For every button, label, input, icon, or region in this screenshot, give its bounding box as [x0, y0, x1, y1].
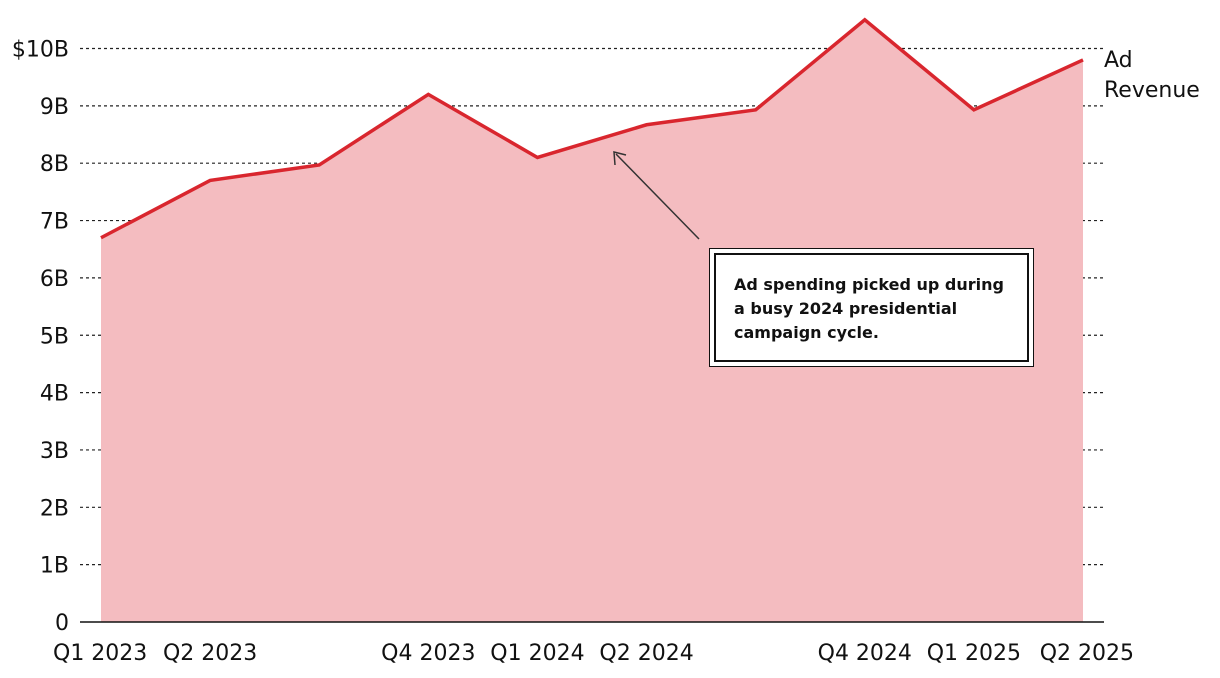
annotation-text-line-2: a busy 2024 presidential: [734, 299, 958, 318]
y-tick-label-8: 8B: [40, 152, 69, 177]
x-tick-label-4: Q1 2024: [490, 641, 584, 666]
x-axis-labels: Q1 2023 Q2 2023 Q4 2023 Q1 2024 Q2 2024 Q4 20…: [53, 641, 1134, 666]
y-tick-label-2: 2B: [40, 496, 69, 521]
x-tick-label-8: Q1 2025: [927, 641, 1021, 666]
y-tick-label-4: 4B: [40, 382, 69, 407]
y-tick-label-5: 5B: [40, 324, 69, 349]
series-label-ad-revenue: Ad Revenue: [1104, 48, 1200, 103]
y-tick-label-9: 9B: [40, 95, 69, 120]
annotation-text-line-3: campaign cycle.: [734, 323, 879, 342]
x-tick-label-7: Q4 2024: [818, 641, 912, 666]
y-tick-label-10: $10B: [12, 38, 69, 63]
x-tick-label-1: Q2 2023: [163, 641, 257, 666]
x-tick-label-5: Q2 2024: [599, 641, 693, 666]
series-label-line-2: Revenue: [1104, 78, 1200, 103]
y-axis-labels: 0 1B 2B 3B 4B 5B 6B 7B 8B 9B $10B: [12, 38, 69, 637]
area-layer: [80, 17, 1104, 623]
y-tick-label-6: 6B: [40, 267, 69, 292]
annotation-text-block: Ad spending picked up during a busy 2024…: [714, 253, 1029, 362]
annotation-arrow-shaft: [615, 153, 700, 240]
series-area-ad-revenue: [101, 19, 1083, 622]
y-tick-label-0: 0: [55, 611, 69, 636]
y-tick-label-1: 1B: [40, 554, 69, 579]
annotation-arrow-head: [613, 151, 627, 166]
annotation-arrow: [613, 151, 700, 240]
y-tick-label-7: 7B: [40, 210, 69, 235]
annotation-text-line-1: Ad spending picked up during: [734, 275, 1004, 294]
x-tick-label-3: Q4 2023: [381, 641, 475, 666]
series-label-line-1: Ad: [1104, 48, 1133, 73]
x-tick-label-9: Q2 2025: [1040, 641, 1134, 666]
series-line-ad-revenue: [100, 17, 1084, 240]
x-tick-label-0: Q1 2023: [53, 641, 147, 666]
y-tick-label-3: 3B: [40, 439, 69, 464]
annotation-box: Ad spending picked up during a busy 2024…: [709, 248, 1034, 367]
